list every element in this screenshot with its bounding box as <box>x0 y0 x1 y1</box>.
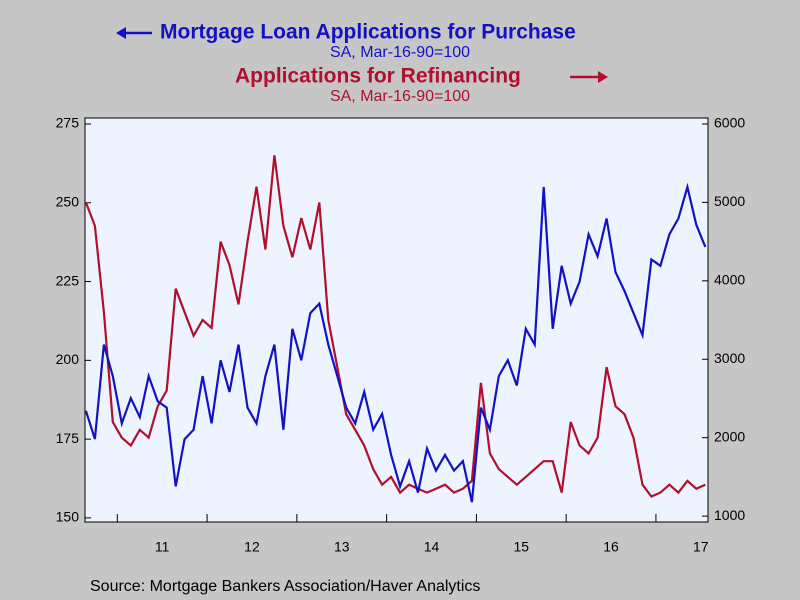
x-tick-label: 15 <box>513 539 529 555</box>
left-arrow-head <box>116 27 126 39</box>
y-tick-label: 250 <box>56 193 80 209</box>
series-line <box>84 155 706 498</box>
series-line <box>84 182 707 503</box>
source: Source: Mortgage Bankers Association/Hav… <box>90 578 480 595</box>
y2-tick-label: 5000 <box>714 193 745 209</box>
x-tick-label: 12 <box>244 539 260 555</box>
y-tick-label: 225 <box>56 272 80 288</box>
x-tick-label: 17 <box>693 539 709 555</box>
y-tick-label: 200 <box>56 351 80 367</box>
series-subtitle: SA, Mar-16-90=100 <box>330 88 470 105</box>
y-tick-label: 275 <box>56 115 80 131</box>
plot-area <box>84 117 709 523</box>
refi-heading: Applications for Refinancing SA, Mar-16-… <box>235 65 608 105</box>
right-arrow-head <box>598 71 608 83</box>
x-tick-label: 11 <box>155 539 170 555</box>
series-subtitle: SA, Mar-16-90=100 <box>330 44 470 61</box>
series-title: Applications for Refinancing <box>235 65 521 88</box>
y2-tick-label: 6000 <box>714 115 745 131</box>
y-tick-label: 175 <box>56 430 80 446</box>
series-title: Mortgage Loan Applications for Purchase <box>160 21 576 44</box>
y2-tick-label: 4000 <box>714 272 745 288</box>
y2-tick-label: 1000 <box>714 507 745 523</box>
y2-tick-label: 3000 <box>714 350 745 366</box>
x-tick-label: 14 <box>424 539 440 555</box>
y-tick-label: 150 <box>56 509 80 525</box>
y2-tick-label: 2000 <box>714 428 745 444</box>
x-tick-label: 16 <box>603 539 619 555</box>
purchase-heading: Mortgage Loan Applications for Purchase … <box>116 21 576 61</box>
x-tick-label: 13 <box>334 539 350 555</box>
